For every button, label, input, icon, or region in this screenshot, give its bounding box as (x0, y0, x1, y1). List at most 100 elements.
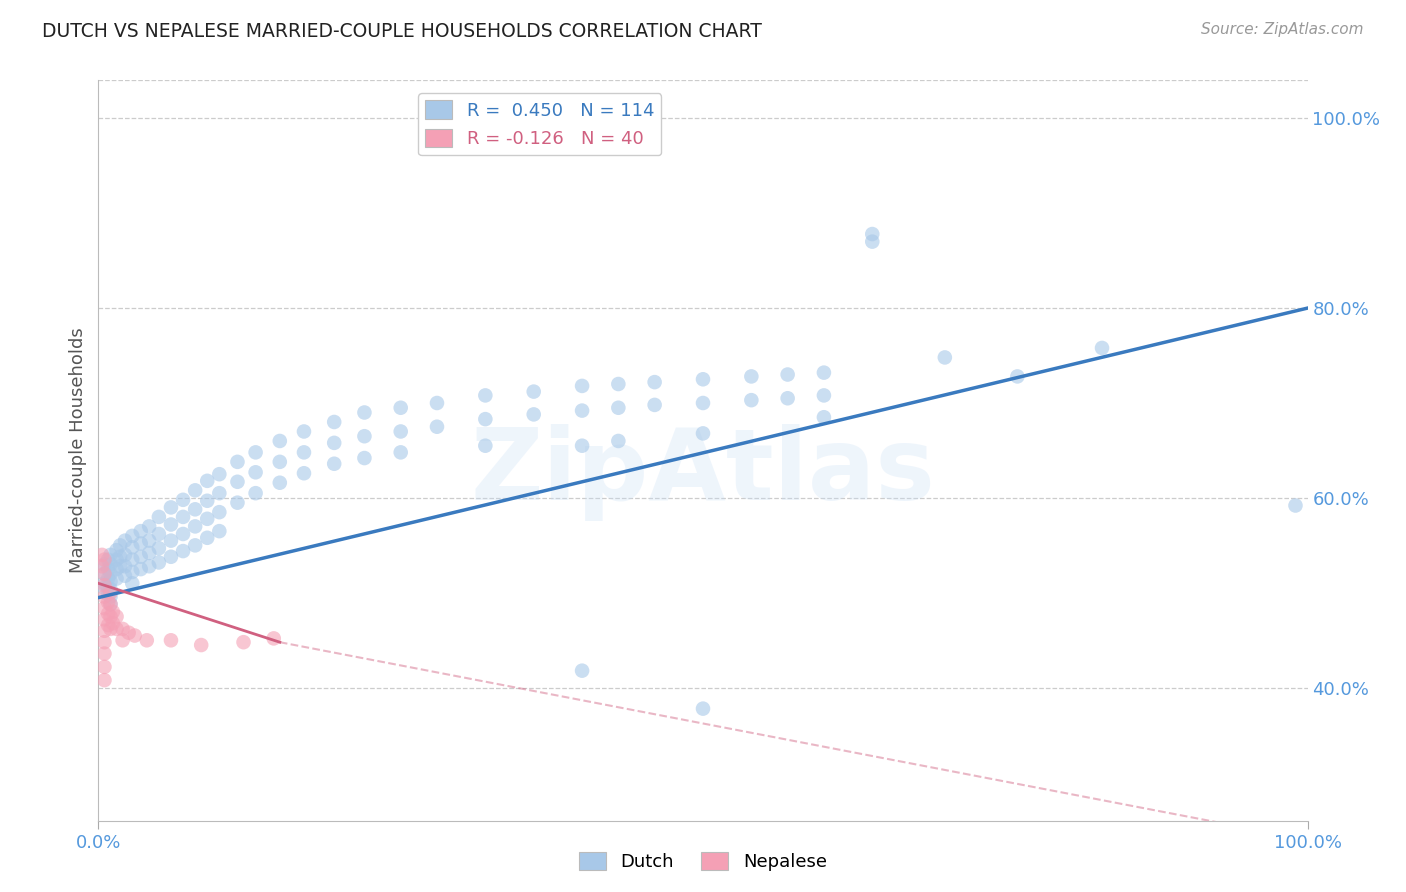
Point (93, 576, 115, 591)
Point (160, 633, 183, 648)
Point (108, 549, 131, 564)
Point (389, 425, 412, 439)
Point (93, 635, 115, 649)
Point (121, 565, 143, 579)
Point (105, 622, 128, 636)
Point (129, 524, 152, 538)
Point (160, 500, 183, 515)
Point (138, 546, 160, 560)
Point (108, 538, 131, 552)
Point (114, 568, 136, 582)
Point (184, 502, 207, 516)
Point (93, 612, 115, 626)
Point (111, 633, 134, 648)
Point (93, 624, 115, 638)
Point (426, 396, 449, 410)
Point (607, 377, 630, 392)
Point (97, 595, 120, 609)
Point (100, 574, 122, 589)
Point (160, 517, 183, 532)
Point (172, 492, 194, 507)
Point (105, 543, 128, 558)
Point (353, 405, 375, 419)
Point (118, 625, 141, 640)
Point (93, 673, 115, 688)
Point (105, 609, 128, 624)
Point (97, 618, 120, 632)
Point (97, 581, 120, 595)
Point (232, 635, 254, 649)
Point (160, 533, 183, 548)
Point (124, 629, 146, 643)
Point (138, 559, 160, 574)
Point (108, 559, 131, 574)
Point (148, 527, 170, 541)
Point (100, 586, 122, 600)
Point (353, 451, 375, 466)
Point (114, 533, 136, 548)
Point (100, 582, 122, 596)
Point (100, 566, 122, 581)
Point (138, 519, 160, 533)
Point (195, 474, 218, 488)
Point (776, 391, 799, 405)
Point (172, 544, 194, 558)
Point (389, 445, 412, 459)
Point (644, 375, 666, 389)
Point (571, 439, 593, 453)
Point (121, 576, 143, 591)
Point (292, 467, 315, 481)
Y-axis label: Married-couple Households: Married-couple Households (69, 327, 87, 574)
Point (607, 401, 630, 415)
Legend: R =  0.450   N = 114, R = -0.126   N = 40: R = 0.450 N = 114, R = -0.126 N = 40 (418, 93, 661, 155)
Point (105, 572, 128, 586)
Point (389, 401, 412, 415)
Point (1284, 499, 1306, 513)
Point (172, 509, 194, 524)
Point (93, 558, 115, 572)
Point (190, 638, 212, 652)
Point (91, 548, 114, 562)
Point (93, 566, 115, 581)
Text: Source: ZipAtlas.com: Source: ZipAtlas.com (1201, 22, 1364, 37)
Point (111, 622, 134, 636)
Point (93, 660, 115, 674)
Point (100, 622, 122, 636)
Point (93, 578, 115, 592)
Point (644, 398, 666, 412)
Point (184, 538, 207, 552)
Point (129, 549, 152, 564)
Point (245, 486, 267, 500)
Point (269, 475, 291, 490)
Point (692, 396, 714, 410)
Point (934, 351, 956, 365)
Point (571, 403, 593, 417)
Point (323, 435, 346, 450)
Point (263, 632, 285, 646)
Point (740, 393, 762, 408)
Point (148, 509, 170, 524)
Point (292, 445, 315, 459)
Point (208, 524, 231, 538)
Point (93, 566, 115, 581)
Point (97, 607, 120, 621)
Text: ZipAtlas: ZipAtlas (471, 425, 935, 521)
Point (121, 529, 143, 543)
Point (1091, 341, 1114, 355)
Point (93, 601, 115, 615)
Point (353, 429, 375, 443)
Point (93, 647, 115, 661)
Point (226, 496, 249, 510)
Point (813, 388, 835, 402)
Point (208, 505, 231, 519)
Point (100, 597, 122, 611)
Point (860, 227, 883, 241)
Text: DUTCH VS NEPALESE MARRIED-COUPLE HOUSEHOLDS CORRELATION CHART: DUTCH VS NEPALESE MARRIED-COUPLE HOUSEHO… (42, 22, 762, 41)
Point (121, 541, 143, 555)
Point (114, 548, 136, 562)
Point (208, 467, 231, 482)
Point (226, 475, 249, 489)
Point (776, 368, 799, 382)
Point (105, 562, 128, 576)
Point (148, 556, 170, 570)
